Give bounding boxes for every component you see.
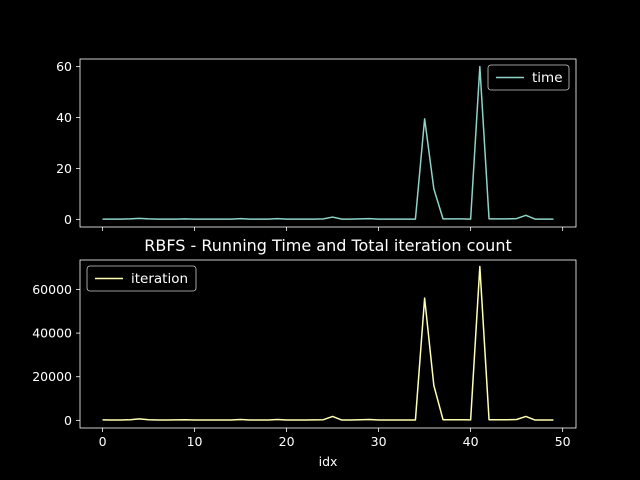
legend-label: time (532, 70, 563, 86)
legend-label: iteration (131, 271, 188, 287)
x-tick-label: 30 (371, 434, 387, 449)
y-tick-label: 20000 (32, 369, 72, 384)
legend: iteration (86, 265, 197, 292)
x-tick-label: 40 (463, 434, 479, 449)
x-tick-label: 20 (279, 434, 295, 449)
x-tick-label: 50 (555, 434, 571, 449)
x-tick-label: 0 (99, 434, 107, 449)
y-tick-label: 60000 (32, 282, 72, 297)
x-tick-label: 10 (187, 434, 203, 449)
y-tick-label: 40 (56, 110, 72, 125)
legend: time (487, 64, 570, 91)
x-axis-label: idx (319, 454, 338, 469)
series-line-iteration (102, 265, 554, 421)
y-tick-label: 40000 (32, 326, 72, 341)
legend-box (487, 64, 570, 91)
top-axes: 0 20 40 60 time (56, 58, 577, 231)
series-line-time (102, 65, 554, 220)
legend-box (86, 265, 197, 292)
y-tick-label: 60 (56, 59, 72, 74)
axes-frame (79, 259, 577, 429)
y-tick-label: 0 (64, 413, 72, 428)
axes-frame (79, 58, 577, 228)
y-tick-label: 20 (56, 161, 72, 176)
bottom-axes: 0 10 20 30 40 50 0 20000 40000 60000 iteration RBFS… (32, 236, 577, 469)
chart-title: RBFS - Running Time and Total iteration … (144, 236, 511, 255)
y-tick-label: 0 (64, 212, 72, 227)
